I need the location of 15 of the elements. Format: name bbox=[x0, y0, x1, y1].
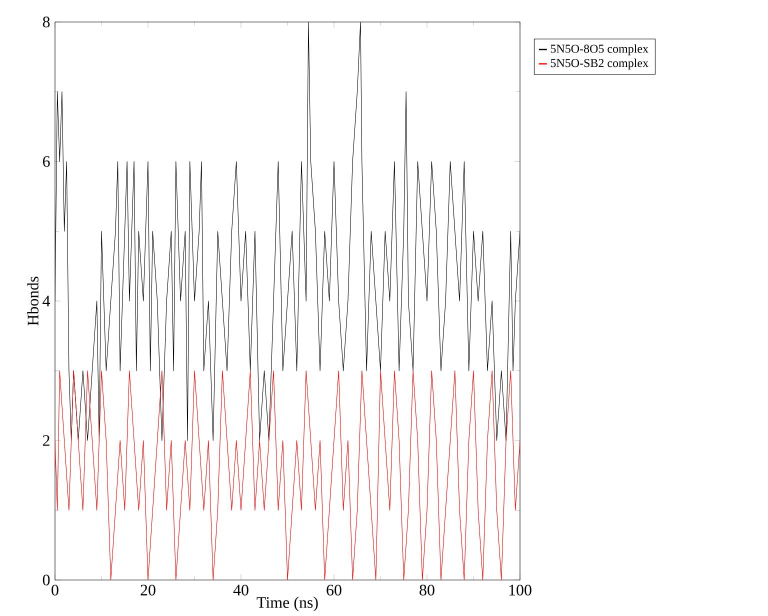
x-tick-label: 0 bbox=[52, 584, 58, 596]
x-tick-label: 60 bbox=[326, 584, 342, 596]
x-axis-title: Time (ns) bbox=[256, 596, 318, 612]
legend-label: 5N5O-8O5 complex bbox=[550, 44, 648, 56]
y-tick-label: 2 bbox=[43, 435, 50, 446]
y-tick-label: 4 bbox=[42, 296, 50, 306]
y-tick-label: 8 bbox=[42, 16, 50, 28]
y-axis-title: Hbonds bbox=[27, 276, 38, 326]
y-tick-label: 0 bbox=[42, 574, 50, 586]
x-tick-label: 80 bbox=[420, 584, 434, 596]
x-tick-label: 100 bbox=[509, 584, 532, 596]
legend-label: 5N5O-SB2 complex bbox=[550, 58, 648, 70]
x-tick-label: 40 bbox=[233, 584, 248, 596]
y-tick-label: 6 bbox=[42, 156, 50, 168]
x-tick-label: 20 bbox=[140, 584, 156, 596]
